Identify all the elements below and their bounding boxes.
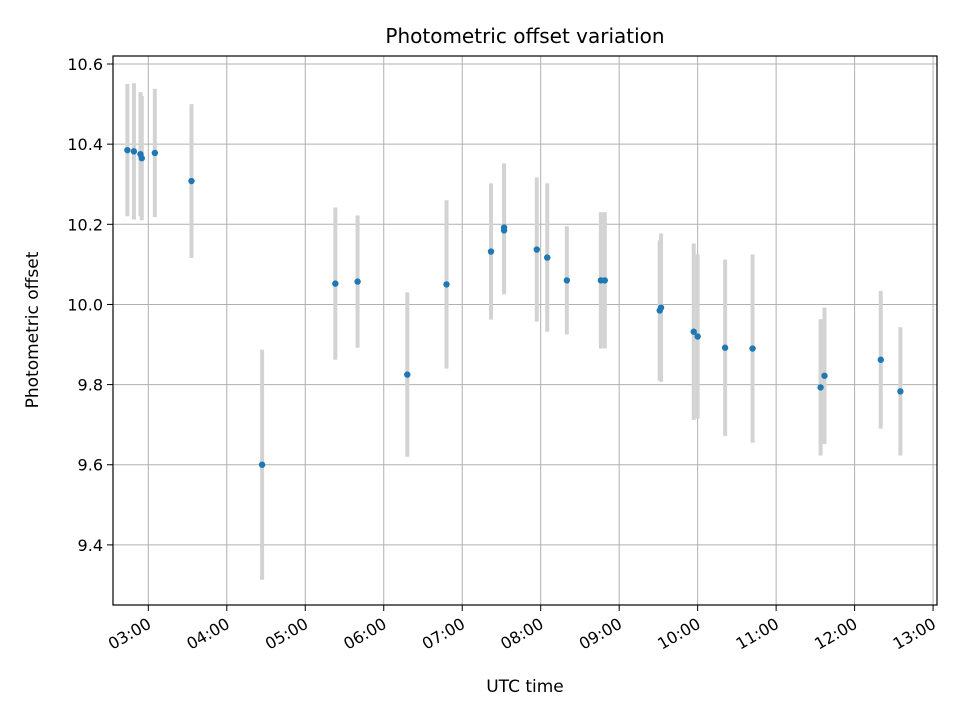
data-point	[749, 345, 756, 352]
data-point	[877, 356, 884, 363]
y-tick-label: 9.4	[78, 536, 103, 555]
data-point	[151, 149, 159, 157]
chart-title: Photometric offset variation	[385, 24, 664, 48]
data-point	[533, 246, 540, 253]
x-axis-label: UTC time	[486, 677, 564, 697]
y-axis-label: Photometric offset	[23, 251, 43, 408]
data-point	[130, 148, 138, 155]
data-point	[821, 372, 828, 379]
y-tick-label: 9.6	[78, 456, 103, 475]
data-point	[188, 177, 195, 185]
data-point	[124, 146, 131, 154]
y-tick-label: 10.0	[67, 295, 103, 314]
y-tick-label: 10.2	[67, 215, 103, 234]
data-point	[404, 371, 411, 378]
data-point	[354, 278, 361, 285]
data-point	[721, 344, 729, 351]
y-tick-label: 10.6	[67, 55, 103, 74]
plot-frame	[112, 55, 938, 606]
data-point	[694, 333, 701, 340]
data-point	[487, 248, 495, 255]
data-point	[897, 388, 904, 395]
data-point	[817, 384, 824, 391]
data-points	[124, 146, 904, 468]
data-point	[690, 328, 697, 335]
data-point	[443, 281, 450, 288]
data-point	[258, 461, 266, 468]
data-point	[332, 280, 339, 287]
data-point	[601, 277, 608, 284]
y-tick-label: 9.8	[78, 376, 103, 395]
data-point	[544, 254, 551, 261]
y-tick-label: 10.4	[67, 135, 103, 154]
grid	[113, 56, 937, 605]
data-point	[563, 277, 571, 284]
y-axis-ticks: 9.4 9.6 9.8 10.0 10.2 10.4 10.6	[67, 55, 113, 555]
data-point	[657, 304, 665, 311]
data-point	[138, 154, 145, 162]
data-point	[500, 227, 508, 234]
